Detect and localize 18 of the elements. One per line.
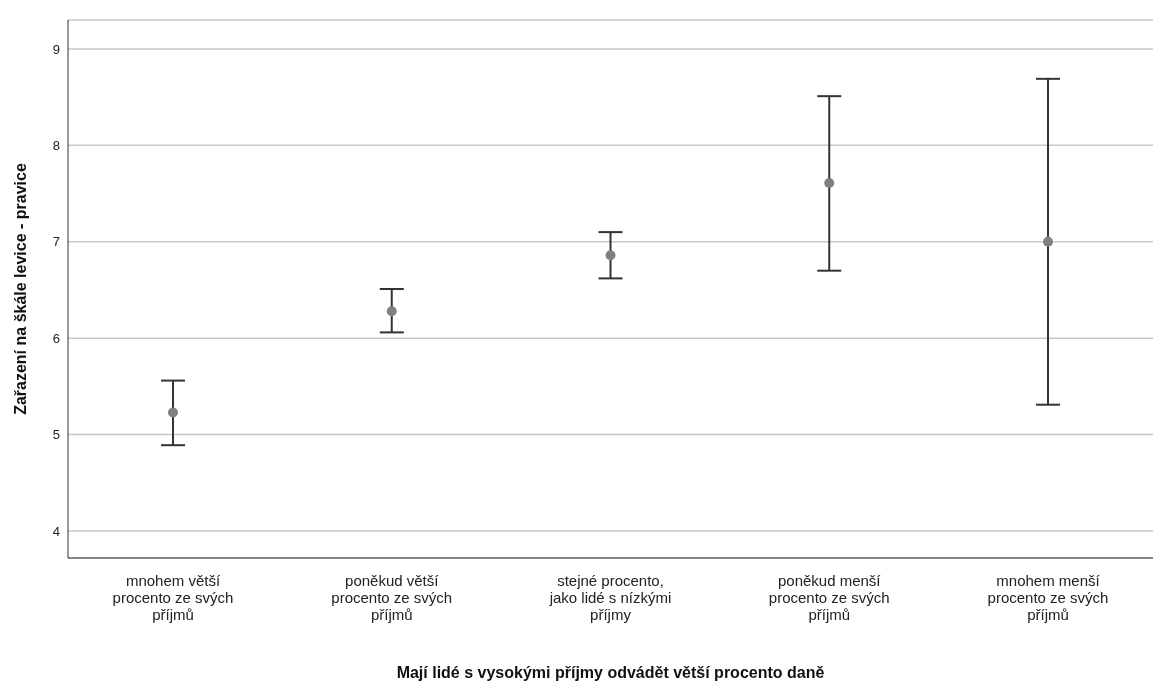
- point: [605, 250, 616, 261]
- y-tick-label: 4: [52, 523, 60, 539]
- point: [824, 177, 835, 188]
- y-axis-title: Zařazení na škále levice - pravice: [11, 163, 29, 415]
- y-tick-label: 7: [52, 234, 60, 250]
- y-tick-label: 6: [52, 330, 60, 346]
- x-tick-label: mnohem menší procento ze svých příjmů: [987, 572, 1109, 623]
- point: [386, 306, 397, 317]
- x-tick-label: stejné procento, jako lidé s nízkými příjmy: [548, 572, 672, 623]
- x-tick-label: mnohem větší procento ze svých příjmů: [112, 572, 234, 623]
- x-axis-title: Mají lidé s vysokými příjmy odvádět větší procento daně: [396, 664, 825, 681]
- x-tick-label: poněkud větší procento ze svých příjmů: [331, 572, 453, 623]
- point: [168, 407, 178, 418]
- x-tick-label: poněkud menší procento ze svých příjmů: [768, 572, 890, 623]
- y-tick-label: 5: [52, 427, 60, 443]
- y-tick-label: 8: [52, 137, 60, 153]
- y-tick-label: 9: [52, 41, 60, 57]
- point: [1043, 236, 1053, 247]
